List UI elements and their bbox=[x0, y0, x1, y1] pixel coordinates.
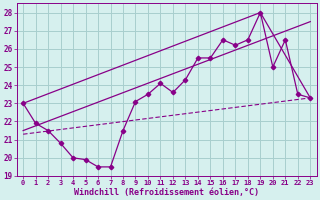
X-axis label: Windchill (Refroidissement éolien,°C): Windchill (Refroidissement éolien,°C) bbox=[74, 188, 259, 197]
